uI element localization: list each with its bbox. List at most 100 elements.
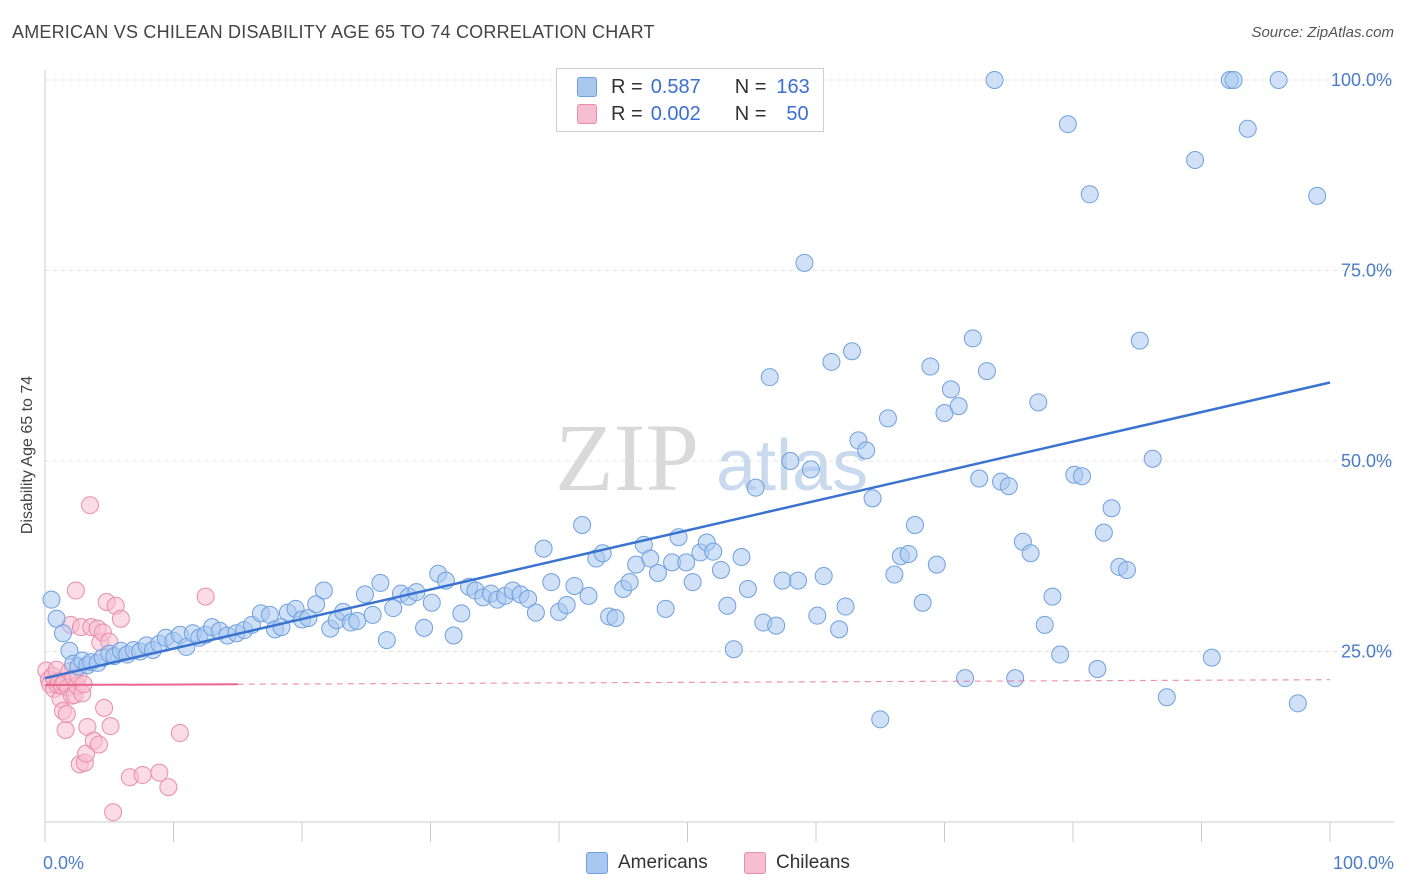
american-point [985,71,1004,89]
chileans-legend-swatch [744,852,766,874]
american-point [949,397,968,416]
american-point [1021,544,1040,563]
american-point [526,603,545,622]
chileans-swatch [577,104,597,124]
american-point [1157,688,1176,707]
american-point [999,477,1018,496]
american-point [1043,587,1062,606]
n-label: N = [734,102,767,125]
americans-trendline [44,381,1331,680]
american-point [773,571,792,590]
american-point [42,590,61,609]
american-point [878,409,897,428]
american-point [1202,648,1221,667]
americans-swatch [577,77,597,97]
american-point [732,548,751,567]
chilean-points [37,496,215,822]
american-point [573,516,592,535]
american-point [963,329,982,348]
n-label: N = [734,75,767,98]
american-point [1102,499,1121,518]
chilean-point [150,763,169,782]
chilean-point [80,496,99,515]
american-point [795,253,814,272]
legend-item-americans: Americans [586,852,708,874]
american-point [1308,186,1327,205]
american-point [977,362,996,381]
american-point [1117,560,1136,579]
chilean-point [170,724,189,743]
chileans-r-value: 0.002 [650,102,701,125]
american-point [1080,185,1099,204]
americans-r-value: 0.587 [650,75,701,98]
american-point [1029,393,1048,412]
american-point [641,549,660,568]
chilean-point [89,735,108,754]
american-point [941,380,960,399]
american-point [1130,331,1149,350]
american-point [620,573,639,592]
american-point [724,640,743,659]
american-point [1224,71,1243,89]
american-point [1058,115,1077,134]
american-point [836,597,855,616]
american-point [1238,119,1257,138]
legend-item-chileans: Chileans [744,852,850,874]
american-point [355,585,374,604]
american-point [1072,467,1091,486]
american-point [801,460,820,479]
y-tick-label: 75.0% [1341,261,1392,281]
american-point [307,595,326,614]
chilean-point [101,717,120,736]
american-point [1094,523,1113,542]
american-point [808,606,827,625]
american-point [683,573,702,592]
american-point [371,573,390,592]
american-point [767,616,786,635]
chilean-point [66,581,85,600]
american-point [384,599,403,618]
american-point [452,604,471,623]
american-point [822,352,841,371]
tick-labels: 25.0% 50.0% 75.0% 100.0% 0.0% 100.0% [43,70,1394,873]
american-point [557,596,576,615]
american-point [814,567,833,586]
chilean-point [57,704,76,723]
american-point [1186,151,1205,170]
american-point [542,573,561,592]
american-point [606,608,625,627]
x-tick-label: 100.0% [1333,853,1394,873]
american-point [1051,645,1070,664]
x-tick-label: 0.0% [43,853,84,873]
american-point [648,564,667,583]
american-point [956,669,975,688]
american-point [830,620,849,639]
american-point [1006,669,1025,688]
american-point [789,571,808,590]
american-point [704,542,723,561]
american-point [534,539,553,558]
american-point [422,593,441,612]
american-point [579,586,598,605]
american-point [656,599,675,618]
americans-legend-label: Americans [618,852,708,873]
legend-row-chileans: R = 0.002 N = 50 [557,101,809,127]
correlation-legend: R = 0.587 N = 163 R = 0.002 N = 50 [556,68,824,132]
y-tick-label: 100.0% [1331,70,1392,90]
american-point [1088,660,1107,679]
american-point [314,581,333,600]
american-point [885,565,904,584]
chileans-legend-label: Chileans [776,852,850,873]
american-point [842,342,861,361]
american-point [1288,694,1307,713]
american-point [863,489,882,508]
american-point [377,631,396,650]
american-point [1143,449,1162,468]
american-point [871,710,890,729]
american-point [1035,615,1054,634]
american-point [519,589,538,608]
american-point [913,593,932,612]
american-point [970,469,989,488]
chilean-point [104,803,123,822]
chilean-point [196,587,215,606]
